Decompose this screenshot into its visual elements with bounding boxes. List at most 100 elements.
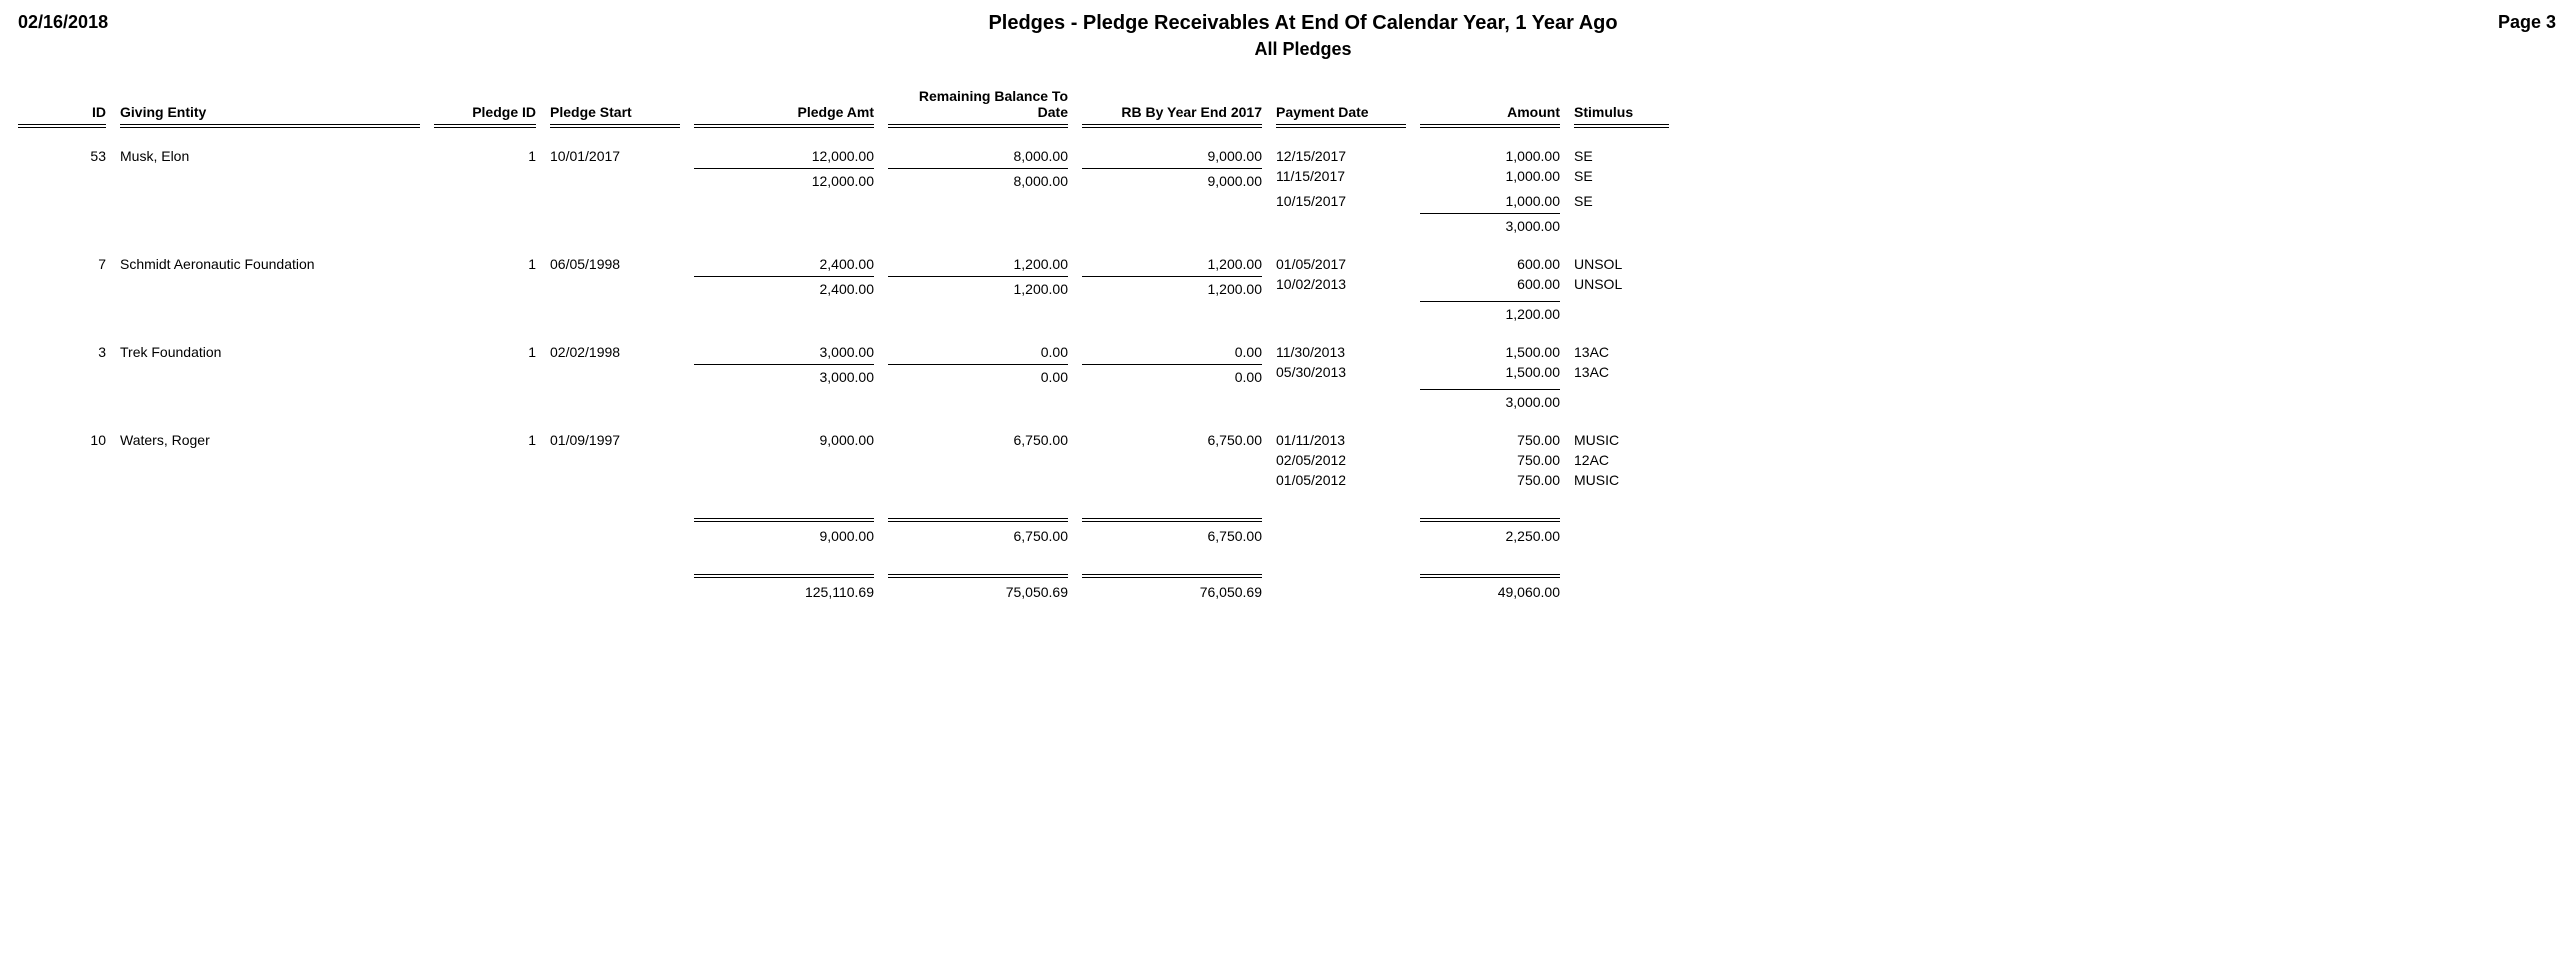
payment-and-balance-subtotal-row: 12,000.00 8,000.00 9,000.00 11/15/2017 1… (18, 166, 2556, 191)
col-amount: Amount (1420, 88, 1560, 128)
subtotal-rb-year-end: 6,750.00 (1082, 518, 1262, 546)
entity-name: Waters, Roger (120, 430, 420, 450)
col-giving-entity: Giving Entity (120, 88, 420, 128)
grand-total-pledge-amt: 125,110.69 (694, 574, 874, 602)
payment-date: 10/15/2017 (1276, 191, 1406, 211)
amount-subtotal-row: 3,000.00 (18, 387, 2556, 412)
subtotal-rb-year-end: 1,200.00 (1082, 276, 1262, 299)
remaining-balance: 1,200.00 (888, 254, 1068, 274)
amount-subtotal-row: 1,200.00 (18, 299, 2556, 324)
subtotal-pledge-amt: 9,000.00 (694, 518, 874, 546)
subtotal-remaining-balance: 6,750.00 (888, 518, 1068, 546)
payment-stimulus: UNSOL (1574, 254, 1669, 274)
pledge-start: 02/02/1998 (550, 342, 680, 362)
subtotal-rb-year-end: 0.00 (1082, 364, 1262, 387)
payment-amount: 750.00 (1420, 470, 1560, 490)
entity-id: 7 (18, 254, 106, 274)
subtotal-remaining-balance: 0.00 (888, 364, 1068, 387)
pledge-amt: 2,400.00 (694, 254, 874, 274)
pledge-id: 1 (434, 430, 536, 450)
entity-name: Schmidt Aeronautic Foundation (120, 254, 420, 274)
grand-total-rb-year-end: 76,050.69 (1082, 574, 1262, 602)
col-pledge-id: Pledge ID (434, 88, 536, 128)
payment-stimulus: MUSIC (1574, 470, 1669, 490)
payment-amount: 1,000.00 (1420, 166, 1560, 191)
col-id: ID (18, 88, 106, 128)
subtotal-amount: 3,000.00 (1420, 389, 1560, 412)
entity-block: 7 Schmidt Aeronautic Foundation 1 06/05/… (18, 254, 2556, 324)
payment-amount: 600.00 (1420, 274, 1560, 299)
column-headers: ID Giving Entity Pledge ID Pledge Start … (18, 88, 2556, 128)
rb-year-end: 9,000.00 (1082, 146, 1262, 166)
pledge-amt: 12,000.00 (694, 146, 874, 166)
entity-block: 3 Trek Foundation 1 02/02/1998 3,000.00 … (18, 342, 2556, 412)
col-pledge-start: Pledge Start (550, 88, 680, 128)
payment-row: 02/05/2012 750.00 12AC (18, 450, 2556, 470)
remaining-balance: 0.00 (888, 342, 1068, 362)
payment-date: 11/15/2017 (1276, 166, 1406, 191)
payment-date: 11/30/2013 (1276, 342, 1406, 362)
payment-amount: 1,000.00 (1420, 191, 1560, 211)
pledge-row: 53 Musk, Elon 1 10/01/2017 12,000.00 8,0… (18, 146, 2556, 166)
payment-amount: 750.00 (1420, 430, 1560, 450)
entity-name: Trek Foundation (120, 342, 420, 362)
col-stimulus: Stimulus (1574, 88, 1669, 128)
page-number: Page 3 (2498, 12, 2556, 33)
subtotal-row: 9,000.00 6,750.00 6,750.00 2,250.00 (18, 512, 2556, 546)
payment-date: 10/02/2013 (1276, 274, 1406, 299)
payment-stimulus: SE (1574, 146, 1669, 166)
payment-date: 02/05/2012 (1276, 450, 1406, 470)
pledge-row: 7 Schmidt Aeronautic Foundation 1 06/05/… (18, 254, 2556, 274)
payment-and-balance-subtotal-row: 2,400.00 1,200.00 1,200.00 10/02/2013 60… (18, 274, 2556, 299)
subtotal-pledge-amt: 3,000.00 (694, 364, 874, 387)
pledge-id: 1 (434, 146, 536, 166)
pledge-id: 1 (434, 342, 536, 362)
payment-stimulus: UNSOL (1574, 274, 1669, 299)
payment-stimulus: 13AC (1574, 362, 1669, 387)
col-remaining-balance: Remaining Balance To Date (888, 88, 1068, 128)
subtotal-pledge-amt: 2,400.00 (694, 276, 874, 299)
subtotal-remaining-balance: 1,200.00 (888, 276, 1068, 299)
col-payment-date: Payment Date (1276, 88, 1406, 128)
subtotal-pledge-amt: 12,000.00 (694, 168, 874, 191)
payment-date: 01/11/2013 (1276, 430, 1406, 450)
subtotal-rb-year-end: 9,000.00 (1082, 168, 1262, 191)
payment-date: 01/05/2012 (1276, 470, 1406, 490)
payment-and-balance-subtotal-row: 3,000.00 0.00 0.00 05/30/2013 1,500.00 1… (18, 362, 2556, 387)
entity-id: 3 (18, 342, 106, 362)
payment-stimulus: 13AC (1574, 342, 1669, 362)
pledge-row: 10 Waters, Roger 1 01/09/1997 9,000.00 6… (18, 430, 2556, 450)
entity-name: Musk, Elon (120, 146, 420, 166)
rb-year-end: 1,200.00 (1082, 254, 1262, 274)
payment-stimulus: 12AC (1574, 450, 1669, 470)
subtotal-amount: 2,250.00 (1420, 518, 1560, 546)
rb-year-end: 0.00 (1082, 342, 1262, 362)
col-rb-year-end: RB By Year End 2017 (1082, 88, 1262, 128)
payment-row: 01/05/2012 750.00 MUSIC (18, 470, 2556, 490)
payment-amount: 1,500.00 (1420, 342, 1560, 362)
payment-stimulus: SE (1574, 191, 1669, 211)
pledge-amt: 3,000.00 (694, 342, 874, 362)
pledge-start: 01/09/1997 (550, 430, 680, 450)
report-title-block: Pledges - Pledge Receivables At End Of C… (108, 12, 2498, 60)
pledge-start: 06/05/1998 (550, 254, 680, 274)
entity-block: 53 Musk, Elon 1 10/01/2017 12,000.00 8,0… (18, 146, 2556, 236)
report-body: ID Giving Entity Pledge ID Pledge Start … (18, 88, 2556, 602)
entity-id: 53 (18, 146, 106, 166)
payment-stimulus: SE (1574, 166, 1669, 191)
payment-date: 05/30/2013 (1276, 362, 1406, 387)
remaining-balance: 6,750.00 (888, 430, 1068, 450)
pledge-id: 1 (434, 254, 536, 274)
payment-amount: 1,500.00 (1420, 362, 1560, 387)
payment-row: 10/15/2017 1,000.00 SE (18, 191, 2556, 211)
payment-amount: 750.00 (1420, 450, 1560, 470)
report-subtitle: All Pledges (108, 39, 2498, 60)
remaining-balance: 8,000.00 (888, 146, 1068, 166)
grand-total-amount: 49,060.00 (1420, 574, 1560, 602)
pledge-row: 3 Trek Foundation 1 02/02/1998 3,000.00 … (18, 342, 2556, 362)
payment-amount: 1,000.00 (1420, 146, 1560, 166)
report-date: 02/16/2018 (18, 12, 108, 33)
amount-subtotal-row: 3,000.00 (18, 211, 2556, 236)
col-pledge-amt: Pledge Amt (694, 88, 874, 128)
grand-total-row: 125,110.69 75,050.69 76,050.69 49,060.00 (18, 568, 2556, 602)
